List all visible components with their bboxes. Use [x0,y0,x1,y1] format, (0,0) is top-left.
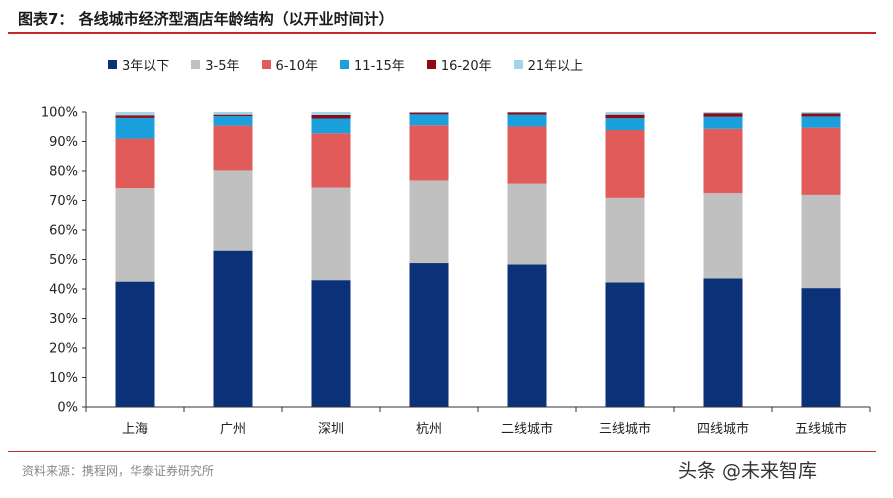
x-tick-label: 二线城市 [501,421,553,437]
bar-segment [507,114,547,127]
bar-segment [703,116,743,129]
source-note: 资料来源：携程网，华泰证券研究所 [22,464,215,478]
legend-swatch [426,60,436,69]
y-tick-label: 90% [49,135,78,150]
bar-segment [409,114,449,126]
bar-segment [213,170,253,251]
legend-label: 16-20年 [440,59,492,74]
bar-segment [115,188,155,282]
bar-segment [801,116,841,128]
legend-swatch [191,60,201,69]
legend-item: 6-10年 [261,55,319,74]
bar-segment [507,183,547,265]
legend-label: 6-10年 [275,59,319,74]
bar-segment [801,288,841,407]
bar-segment [605,118,645,130]
title-rule [8,32,876,34]
bar-segment [703,128,743,194]
bar-segment [311,118,351,134]
bar-segment [213,250,253,407]
bar-segment [115,117,155,139]
bar-segment [115,115,155,118]
bar-segment [311,114,351,119]
bar-segment [605,114,645,119]
bar-segment [409,180,449,264]
bar-segment [311,280,351,407]
y-tick-label: 10% [49,371,78,386]
bar-segment [507,112,547,115]
y-tick-label: 70% [49,194,78,209]
legend-swatch [340,60,350,69]
x-axis: 上海 广州 深圳 杭州 二线城市 三线城市 四线城市 五线城市 [85,406,871,437]
legend-item: 11-15年 [340,55,405,74]
bar-segment [409,125,449,181]
bar-segment [115,138,155,189]
bar-segment [605,197,645,283]
watermark: 头条 @未来智库 [678,456,817,483]
y-tick-label: 0% [57,401,78,416]
bar-segment [703,112,743,114]
bar-segment [115,281,155,407]
y-tick-label: 60% [49,224,78,239]
bar-segment [605,282,645,407]
bar-segment [605,129,645,198]
bar-segment [213,114,253,117]
bar-segment [703,278,743,407]
y-tick-label: 30% [49,312,78,327]
y-tick-label: 100% [41,106,78,121]
legend-item: 21年以上 [513,55,584,74]
y-tick-label: 20% [49,342,78,357]
watermark-text: 头条 @未来智库 [678,460,818,482]
bars [115,112,841,407]
legend-label: 11-15年 [354,59,405,74]
legend-swatch [261,60,271,69]
legend-item: 16-20年 [426,55,492,74]
footer-rule [8,451,876,452]
y-axis: 0% 10% 20% 30% 40% 50% 60% 70% 80% 90% 100% [41,106,87,416]
bar-segment [703,113,743,117]
x-tick-label: 杭州 [416,422,442,437]
x-tick-label: 四线城市 [697,421,749,437]
y-tick-label: 40% [49,283,78,298]
bar-segment [311,112,351,115]
bar-segment [213,116,253,126]
bar-segment [409,112,449,113]
chart-title: 图表7： 各线城市经济型酒店年龄结构（以开业时间计） [18,10,394,28]
legend-label: 3-5年 [205,59,240,74]
bar-segment [213,125,253,171]
y-tick-label: 80% [49,165,78,180]
bar-segment [507,126,547,184]
x-tick-label: 三线城市 [599,421,651,437]
legend-swatch [513,60,523,69]
bar-segment [801,112,841,114]
bar-segment [801,194,841,289]
bar-segment [801,113,841,117]
bar-segment [801,127,841,195]
bar-segment [311,133,351,188]
bar-segment [115,112,155,116]
bar-segment [703,193,743,279]
x-tick-label: 广州 [220,422,246,437]
legend-label: 21年以上 [527,59,584,74]
y-tick-label: 50% [49,253,78,268]
x-tick-label: 深圳 [318,422,344,437]
legend-item: 3年以下 [108,55,169,74]
bar-segment [409,263,449,407]
bar-segment [213,112,253,115]
x-tick-label: 五线城市 [795,421,847,437]
bar-segment [409,112,449,115]
chart-legend: 3年以下 3-5年 6-10年 11-15年 16-20年 21年以上 [108,55,605,74]
x-tick-label: 上海 [122,422,148,437]
bar-segment [507,264,547,407]
legend-label: 3年以下 [122,59,170,74]
legend-item: 3-5年 [191,55,240,74]
legend-swatch [108,60,117,69]
bar-segment [605,112,645,115]
bar-segment [311,187,351,281]
